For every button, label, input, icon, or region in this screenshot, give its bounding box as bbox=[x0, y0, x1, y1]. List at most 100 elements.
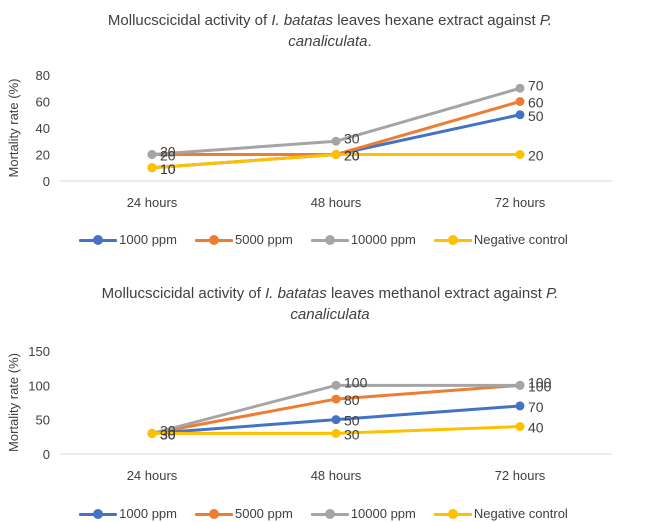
legend-label: Negative control bbox=[473, 232, 568, 247]
title-species: I. batatas bbox=[265, 285, 327, 302]
legend-item: 5000 ppm bbox=[194, 506, 293, 521]
data-point bbox=[515, 110, 525, 120]
chart-methanol: Mollucscicidal activity of I. batatas le… bbox=[0, 258, 647, 522]
legend-item: 5000 ppm bbox=[194, 232, 293, 247]
data-label: 20 bbox=[528, 148, 544, 164]
title-genus: P. bbox=[539, 12, 553, 29]
data-label: 100 bbox=[344, 374, 368, 390]
y-tick-label: 150 bbox=[28, 344, 50, 359]
chart-legend: 1000 ppm 5000 ppm 10000 ppm Negative contro… bbox=[0, 506, 647, 521]
title-genus: P. bbox=[546, 285, 559, 302]
legend-item: 1000 ppm bbox=[79, 506, 177, 521]
line-chart-plot: 0 20 40 60 80 Mortality rate (%) 24 hours 48 ho… bbox=[6, 68, 612, 210]
data-point bbox=[515, 150, 525, 159]
data-label: 60 bbox=[528, 95, 544, 111]
chart-title: Mollucscicidal activity of I. batatas le… bbox=[40, 283, 620, 325]
legend-swatch bbox=[310, 234, 349, 245]
data-point bbox=[331, 136, 341, 146]
legend-item: Negative control bbox=[433, 506, 568, 521]
legend-label: 10000 ppm bbox=[350, 506, 416, 521]
data-point bbox=[147, 428, 157, 438]
data-label: 80 bbox=[344, 392, 360, 408]
y-tick-label: 100 bbox=[28, 378, 50, 393]
legend-marker bbox=[93, 508, 104, 519]
legend-item: Negative control bbox=[433, 232, 568, 247]
data-point bbox=[331, 394, 341, 404]
legend-label: 5000 ppm bbox=[234, 506, 293, 521]
legend-swatch bbox=[79, 234, 118, 245]
legend-marker bbox=[447, 508, 458, 519]
legend-label: 10000 ppm bbox=[350, 232, 416, 247]
data-point bbox=[331, 415, 341, 425]
legend-marker bbox=[324, 508, 335, 519]
data-point bbox=[515, 401, 525, 411]
y-tick-label: 20 bbox=[36, 148, 50, 163]
data-label: 30 bbox=[160, 426, 176, 442]
legend-swatch bbox=[79, 508, 118, 519]
legend-label: 1000 ppm bbox=[119, 232, 177, 247]
data-label: 40 bbox=[528, 420, 544, 436]
y-tick-label: 40 bbox=[36, 121, 50, 136]
data-label: 30 bbox=[160, 422, 176, 438]
x-tick-label: 48 hours bbox=[311, 468, 362, 483]
data-label: 30 bbox=[344, 130, 360, 146]
data-label: 30 bbox=[160, 426, 176, 442]
title-species-epithet: canaliculata bbox=[288, 33, 368, 50]
data-label: 100 bbox=[528, 378, 552, 394]
legend-swatch bbox=[194, 508, 233, 519]
data-label: 50 bbox=[528, 108, 544, 124]
legend-marker bbox=[447, 234, 458, 245]
title-text: leaves hexane extract against bbox=[333, 12, 540, 29]
x-tick-label: 48 hours bbox=[311, 195, 362, 210]
legend-swatch bbox=[433, 234, 472, 245]
legend-swatch bbox=[194, 234, 233, 245]
x-tick-label: 24 hours bbox=[127, 468, 178, 483]
data-label: 10 bbox=[160, 161, 176, 177]
data-label: 20 bbox=[344, 148, 360, 164]
legend-item: 1000 ppm bbox=[79, 232, 177, 247]
title-species-epithet: canaliculata bbox=[290, 306, 370, 323]
legend-item: 10000 ppm bbox=[310, 232, 416, 247]
y-tick-label: 60 bbox=[36, 95, 50, 110]
x-tick-label: 72 hours bbox=[495, 195, 546, 210]
legend-marker bbox=[208, 234, 219, 245]
title-text: Mollucscicidal activity of bbox=[107, 12, 272, 29]
y-tick-label: 0 bbox=[43, 447, 50, 462]
title-text: leaves methanol extract against bbox=[326, 285, 547, 302]
data-label: 70 bbox=[528, 399, 544, 415]
x-tick-label: 24 hours bbox=[127, 195, 178, 210]
data-label: 20 bbox=[160, 144, 176, 160]
data-point bbox=[515, 380, 525, 390]
data-point bbox=[331, 150, 341, 159]
data-point bbox=[515, 97, 525, 106]
data-label: 50 bbox=[344, 413, 360, 429]
data-point bbox=[147, 150, 157, 159]
data-label: 30 bbox=[160, 426, 176, 442]
line-chart-plot: 0 50 100 150 Mortality rate (%) 24 hours 48 ho… bbox=[6, 344, 612, 483]
legend-marker bbox=[208, 508, 219, 519]
legend-swatch bbox=[310, 508, 349, 519]
y-tick-label: 80 bbox=[36, 68, 50, 83]
title-species: I. batatas bbox=[271, 12, 334, 29]
y-axis-title: Mortality rate (%) bbox=[6, 79, 21, 178]
legend-label: 1000 ppm bbox=[119, 506, 177, 521]
data-label: 70 bbox=[528, 77, 544, 93]
chart-hexane: Mollucscicidal activity of I. batatas le… bbox=[0, 0, 647, 258]
data-label: 30 bbox=[344, 426, 360, 442]
y-tick-label: 0 bbox=[43, 174, 50, 189]
data-point bbox=[331, 380, 341, 390]
data-point bbox=[331, 428, 341, 438]
legend-label: Negative control bbox=[473, 506, 568, 521]
x-tick-label: 72 hours bbox=[495, 468, 546, 483]
legend-label: 5000 ppm bbox=[234, 232, 293, 247]
data-label: 20 bbox=[344, 148, 360, 164]
data-label: 20 bbox=[344, 148, 360, 164]
data-label: 10 bbox=[160, 161, 176, 177]
legend-marker bbox=[93, 234, 104, 245]
legend-item: 10000 ppm bbox=[310, 506, 416, 521]
chart-legend: 1000 ppm 5000 ppm 10000 ppm Negative contro… bbox=[0, 232, 647, 247]
chart-title: Mollucscicidal activity of I. batatas le… bbox=[40, 10, 620, 52]
data-point bbox=[515, 83, 525, 93]
data-label: 20 bbox=[160, 148, 176, 164]
title-text: Mollucscicidal activity of bbox=[101, 285, 266, 302]
